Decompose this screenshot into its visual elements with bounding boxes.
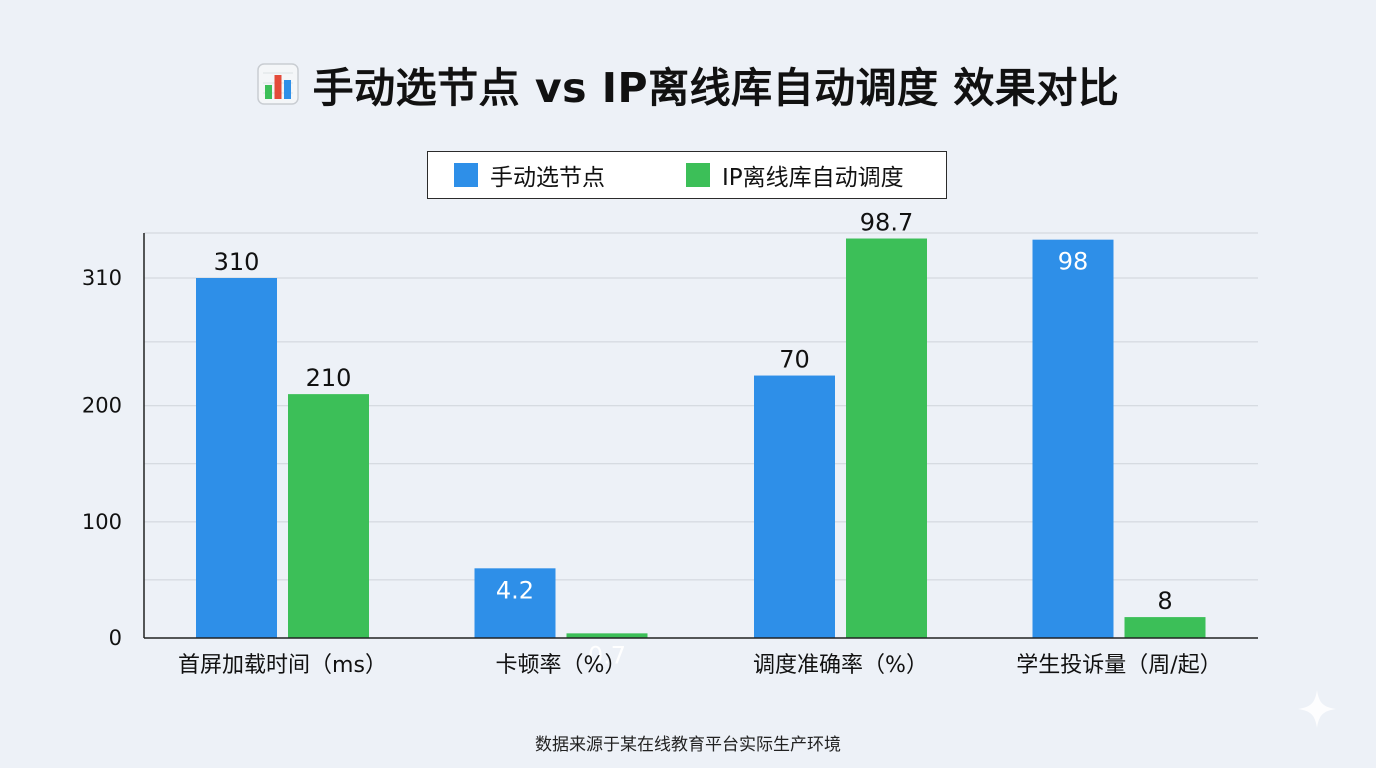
legend-item-auto: IP离线库自动调度 <box>686 152 904 198</box>
legend-label-manual: 手动选节点 <box>490 165 605 191</box>
y-tick-label: 310 <box>82 266 122 290</box>
bar-chart-icon <box>256 63 299 105</box>
legend-item-manual: 手动选节点 <box>454 152 605 198</box>
legend-swatch-manual <box>454 163 478 187</box>
x-tick-label: 学生投诉量（周/起） <box>1016 653 1221 678</box>
x-tick-label: 首屏加载时间（ms） <box>178 653 387 678</box>
data-label: 0.7 <box>588 641 626 669</box>
data-label: 98 <box>1058 248 1089 276</box>
data-label: 210 <box>306 364 352 392</box>
y-tick-label: 0 <box>109 626 122 650</box>
x-tick-label: 卡顿率（%） <box>496 653 627 678</box>
sparkle-icon <box>1298 690 1336 728</box>
legend-swatch-auto <box>686 163 710 187</box>
title-row: 手动选节点 vs IP离线库自动调度 效果对比 <box>0 52 1376 116</box>
y-tick-label: 100 <box>82 510 122 534</box>
chart-title: 手动选节点 vs IP离线库自动调度 效果对比 <box>312 64 1120 112</box>
data-label: 4.2 <box>496 576 534 604</box>
data-label: 70 <box>779 346 810 374</box>
data-label: 310 <box>214 248 260 276</box>
footnote: 数据来源于某在线教育平台实际生产环境 <box>535 735 841 755</box>
y-tick-label: 200 <box>82 394 122 418</box>
bar-auto-3 <box>1124 617 1206 638</box>
data-label: 98.7 <box>860 209 913 237</box>
bar-manual-1 <box>474 568 556 638</box>
bar-manual-2 <box>754 375 835 638</box>
data-label: 8 <box>1157 587 1172 615</box>
bar-manual-3 <box>1032 239 1114 638</box>
x-tick-label: 调度准确率（%） <box>753 653 928 678</box>
bar-manual-0 <box>196 277 277 638</box>
legend-label-auto: IP离线库自动调度 <box>722 165 904 191</box>
legend: 手动选节点 IP离线库自动调度 <box>427 151 947 199</box>
bar-auto-2 <box>846 238 927 638</box>
bar-auto-1 <box>566 633 648 638</box>
bar-auto-0 <box>288 394 369 638</box>
